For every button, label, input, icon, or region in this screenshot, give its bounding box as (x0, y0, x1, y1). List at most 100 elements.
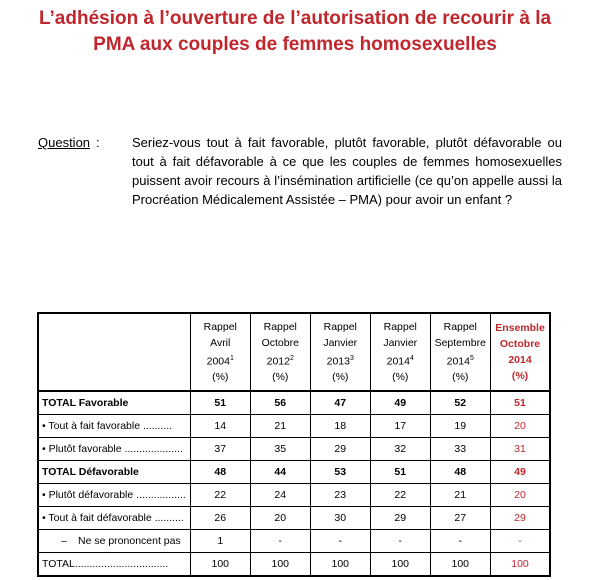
row-label: • Tout à fait défavorable .......... (36, 506, 191, 530)
value-cell: 29 (369, 506, 431, 530)
value-cell: 37 (189, 437, 251, 461)
footnote-mark: 1 (229, 354, 234, 362)
table-row: TOTAL Défavorable 48 44 53 51 48 49 (36, 460, 552, 484)
value-cell: 24 (249, 483, 311, 507)
row-label: TOTAL Défavorable (36, 460, 191, 484)
header-line: (%) (452, 371, 469, 384)
header-empty-cell (36, 312, 191, 392)
row-label: • Plutôt défavorable ................. (36, 483, 191, 507)
header-cell: Rappel Octobre 20122 (%) (249, 312, 311, 392)
question-colon: : (96, 135, 100, 150)
value-cell: 32 (369, 437, 431, 461)
value-cell: 29 (309, 437, 371, 461)
value-cell: 48 (189, 460, 251, 484)
value-cell-ensemble: - (489, 529, 552, 553)
footnote-mark: 4 (409, 354, 414, 362)
header-cell: Rappel Janvier 20133 (%) (309, 312, 371, 392)
header-cell: Rappel Janvier 20144 (%) (369, 312, 431, 392)
value-cell-ensemble: 20 (489, 414, 552, 438)
value-cell: 33 (429, 437, 491, 461)
value-cell: 48 (429, 460, 491, 484)
header-line: 20133 (313, 351, 368, 370)
header-line: Octobre (261, 336, 299, 349)
table-row: • Tout à fait favorable .......... 14 21 18… (36, 414, 552, 438)
value-cell: 52 (429, 390, 491, 415)
table-row: TOTAL Favorable 51 56 47 49 52 51 (36, 390, 552, 415)
header-line: Janvier (383, 336, 418, 349)
table-row: • Plutôt favorable .................... 3… (36, 437, 552, 461)
header-cell-ensemble: Ensemble Octobre 2014 (%) (489, 312, 552, 392)
results-table: Rappel Avril 20041 (%) Rappel Octobre 20… (36, 312, 552, 577)
value-cell: 27 (429, 506, 491, 530)
value-cell: 100 (189, 552, 251, 577)
value-cell-ensemble: 31 (489, 437, 552, 461)
value-cell: 49 (369, 390, 431, 415)
header-line: Janvier (323, 336, 358, 349)
value-cell: - (369, 529, 431, 553)
value-cell: 19 (429, 414, 491, 438)
header-cell: Rappel Avril 20041 (%) (189, 312, 251, 392)
table-row: – Ne se prononcent pas 1- - - - - (36, 529, 552, 553)
header-year: 2004 (206, 355, 230, 368)
header-line: 2014 (493, 352, 548, 368)
value-cell: 100 (249, 552, 311, 577)
header-line: Avril (210, 336, 231, 349)
value-cell-ensemble: 49 (489, 460, 552, 484)
header-year: 2014 (386, 355, 410, 368)
header-line: Rappel (263, 320, 297, 333)
value-cell: 100 (369, 552, 431, 577)
table-body: TOTAL Favorable 51 56 47 49 52 51 • Tout à fait… (36, 390, 552, 577)
header-line: 20145 (433, 351, 488, 370)
question-label: Question (38, 135, 91, 150)
header-year: 2013 (326, 355, 350, 368)
footnote-mark: 3 (349, 354, 354, 362)
header-cell: Rappel Septembre 20145 (%) (429, 312, 491, 392)
header-line: Ensemble (495, 322, 545, 334)
value-cell: - (429, 529, 491, 553)
value-cell: 30 (309, 506, 371, 530)
header-year: 2012 (266, 355, 290, 368)
value-cell: 44 (249, 460, 311, 484)
header-line: Rappel (443, 320, 477, 333)
table-row: • Tout à fait défavorable .......... 26 20… (36, 506, 552, 530)
value-cell: 100 (429, 552, 491, 577)
value-cell: 20 (249, 506, 311, 530)
value-cell: - (309, 529, 371, 553)
header-year: 2014 (446, 355, 470, 368)
question-text: Seriez-vous tout à fait favorable, plutô… (132, 135, 562, 207)
row-label: • Plutôt favorable .................... (36, 437, 191, 461)
header-line: Septembre (434, 336, 486, 349)
value-cell: 22 (369, 483, 431, 507)
value-cell: 35 (249, 437, 311, 461)
header-line: 20122 (253, 351, 308, 370)
value-cell: 22 (189, 483, 251, 507)
header-line: 20144 (373, 351, 428, 370)
header-line: (%) (332, 371, 349, 384)
value-cell: 21 (249, 414, 311, 438)
table-row: • Plutôt défavorable ................. 22… (36, 483, 552, 507)
header-line: Rappel (383, 320, 417, 333)
value-cell-ensemble: 100 (489, 552, 552, 577)
value-cell: 53 (309, 460, 371, 484)
header-line: 20041 (193, 351, 248, 370)
value-cell: 100 (309, 552, 371, 577)
value-cell-ensemble: 20 (489, 483, 552, 507)
row-label: – Ne se prononcent pas (36, 529, 191, 553)
value-cell: 17 (369, 414, 431, 438)
header-line: Rappel (203, 320, 237, 333)
footnote-mark: 2 (289, 354, 294, 362)
value-cell: - (249, 529, 311, 553)
value-cell: 21 (429, 483, 491, 507)
row-label: • Tout à fait favorable .......... (36, 414, 191, 438)
value-cell: 47 (309, 390, 371, 415)
value-cell-ensemble: 51 (489, 390, 552, 415)
value-cell-ensemble: 29 (489, 506, 552, 530)
value-cell: 23 (309, 483, 371, 507)
value-cell: 26 (189, 506, 251, 530)
title-line-2: PMA aux couples de femmes homosexuelles (93, 34, 497, 55)
row-label: TOTAL Favorable (36, 390, 191, 415)
header-line: Rappel (323, 320, 357, 333)
table-row: TOTAL................................ 100… (36, 552, 552, 577)
header-year: 2014 (508, 354, 532, 366)
header-line: (%) (212, 371, 229, 384)
